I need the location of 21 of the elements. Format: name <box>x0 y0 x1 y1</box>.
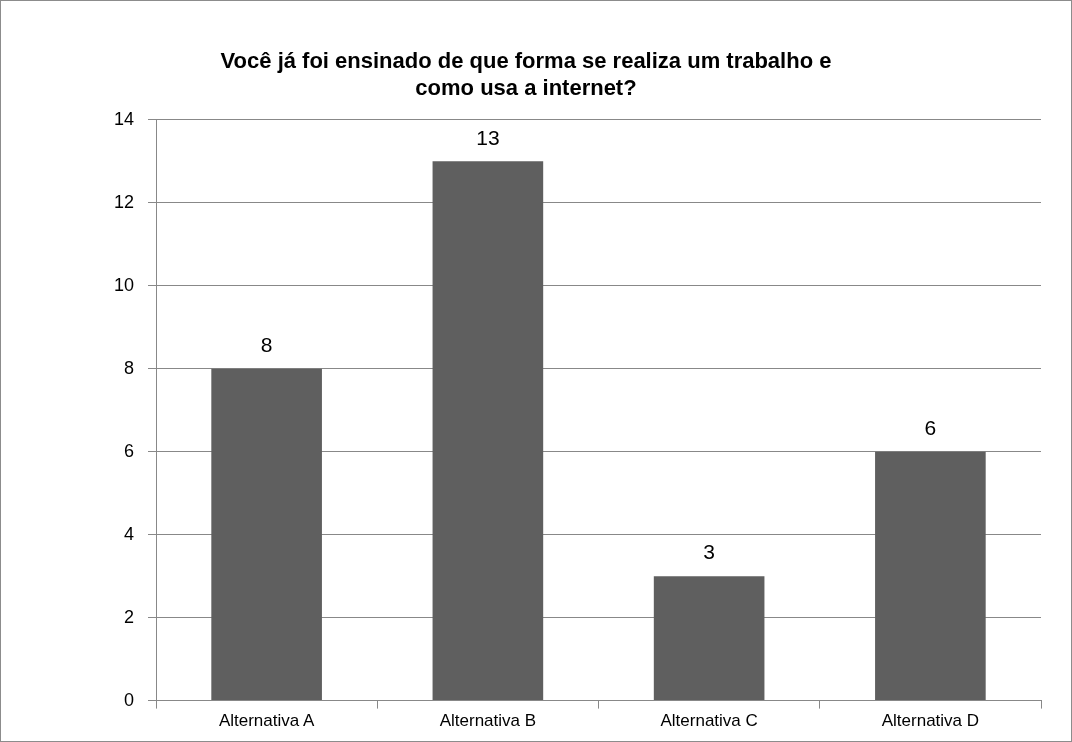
y-tick-label: 14 <box>113 108 134 129</box>
x-tick-label: Alternativa C <box>660 711 758 731</box>
y-tick-label: 8 <box>123 357 134 378</box>
data-label: 3 <box>703 540 715 564</box>
y-tick-label: 4 <box>123 523 134 544</box>
x-tick-label: Alternativa D <box>881 711 980 731</box>
x-tick-label: Alternativa A <box>218 711 315 731</box>
y-tick-label: 12 <box>113 191 134 212</box>
data-label: 8 <box>260 333 273 357</box>
y-tick-label: 6 <box>123 440 134 461</box>
bar <box>211 368 322 701</box>
y-tick-label: 10 <box>113 274 134 295</box>
bar <box>653 576 765 701</box>
data-label: 6 <box>924 415 937 439</box>
data-label: 13 <box>476 125 500 149</box>
y-tick-label: 2 <box>123 606 134 627</box>
chart-title: Você já foi ensinado de que forma se realiza um trabalho e como usa a internet? <box>220 48 832 100</box>
x-tick-label: Alternativa B <box>439 711 537 731</box>
bar <box>432 161 544 701</box>
y-tick-label: 0 <box>123 689 134 710</box>
bar <box>875 451 986 701</box>
